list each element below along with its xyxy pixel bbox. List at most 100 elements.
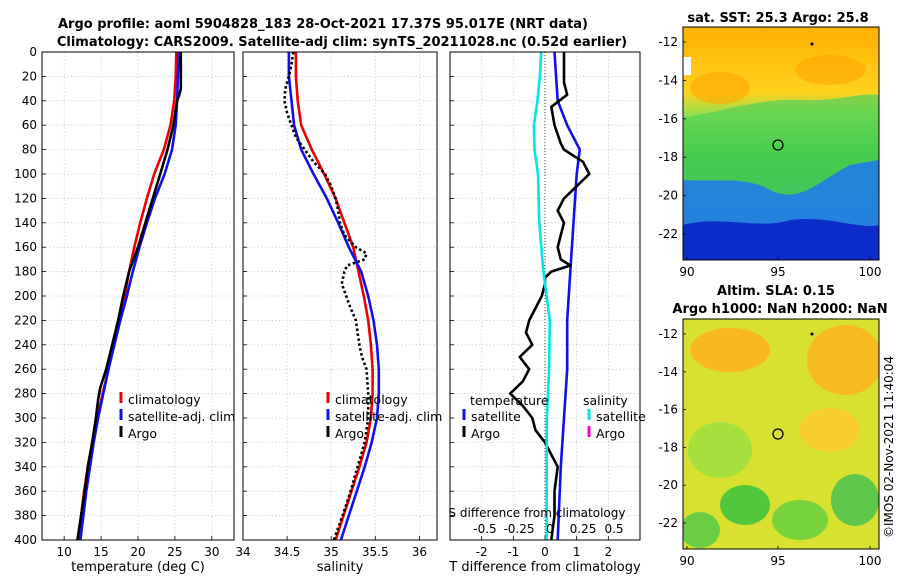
salinity-xlabel: salinity [317, 560, 364, 575]
sst-lat-label: -14 [658, 73, 678, 87]
sst-lat-label: -16 [658, 112, 678, 126]
difference-xlabel: T difference from climatology [448, 560, 641, 575]
depth-tick-label: 300 [14, 411, 37, 425]
salinity-xtick-label: 35 [324, 545, 339, 559]
s-difference-ticks: -0.5 -0.25 0 0.25 0.5 [473, 522, 623, 536]
sst-map-title: sat. SST: 25.3 Argo: 25.8 [687, 11, 868, 26]
difference-frame [449, 51, 641, 541]
salinity-series-satellite-adj-clim [287, 52, 381, 541]
sla-lat-label: -20 [658, 478, 678, 492]
panel-temperature: 0 20 40 60 80 100 120 140 160 180 200 220 240 260 280 3… [14, 45, 235, 575]
depth-tick-label: 360 [14, 484, 37, 498]
panel-salinity: 34 34.5 35 35.5 36 salinity climatology satelli… [235, 51, 442, 575]
difference-series-t-satellite [553, 51, 582, 541]
sla-lon-label: 95 [770, 554, 785, 568]
salinity-legend-label: climatology [335, 392, 408, 407]
sla-lat-label: -18 [658, 440, 678, 454]
sst-lat-label: -22 [658, 227, 678, 241]
depth-tick-label: 100 [14, 167, 37, 181]
difference-xtick-label: -2 [476, 545, 488, 559]
s-difference-tick-label: 0.25 [570, 522, 597, 536]
sst-lat-label: -12 [658, 35, 678, 49]
depth-tick-label: 180 [14, 265, 37, 279]
sla-lon-label: 100 [859, 554, 882, 568]
depth-tick-label: 380 [14, 509, 37, 523]
sla-lat-label: -12 [658, 327, 678, 341]
depth-tick-label: 320 [14, 435, 37, 449]
salinity-frame [242, 51, 438, 541]
sst-map-frame [682, 26, 880, 261]
depth-tick-label: 340 [14, 460, 37, 474]
temperature-xtick-label: 25 [167, 545, 182, 559]
temperature-plot-area [42, 52, 234, 540]
sst-map-ticks: -12 -14 -16 -18 -20 -22 90 95 100 [658, 35, 881, 279]
difference-legend-label: satellite [596, 409, 646, 424]
temperature-series-argo [76, 52, 183, 541]
sla-map-title2: Argo h1000: NaN h2000: NaN [672, 302, 887, 317]
temperature-legend-label: satellite-adj. clim [128, 409, 235, 424]
sst-map: sat. SST: 25.3 Argo: 25.8 -12 -14 -16 -18 -2… [658, 11, 881, 279]
figure-title-line2: Climatology: CARS2009. Satellite-adj cli… [57, 35, 627, 50]
imos-watermark: ©IMOS 02-Nov-2021 11:40:04 [882, 356, 896, 538]
difference-xtick-label: 2 [605, 545, 613, 559]
sst-lon-label: 100 [859, 265, 882, 279]
sst-island-dot [810, 42, 814, 46]
depth-tick-label: 60 [22, 118, 37, 132]
figure-title-line1: Argo profile: aoml 5904828_183 28-Oct-20… [58, 17, 588, 32]
s-difference-label: S difference from climatology [449, 506, 626, 520]
temperature-legend-label: climatology [128, 392, 201, 407]
difference-panel-annotations: S difference from climatology -0.5 -0.25 0… [449, 506, 626, 536]
salinity-plot-area [243, 52, 437, 540]
sla-lat-label: -22 [658, 516, 678, 530]
s-difference-tick-label: -0.25 [503, 522, 534, 536]
sla-map-frame [682, 318, 880, 550]
sla-lat-label: -14 [658, 365, 678, 379]
profile-panels: 0204060801001201401601802002202402602803… [14, 45, 646, 575]
difference-legend-label: satellite [471, 409, 521, 424]
panel-difference: -2 -1 0 1 2T difference from climatology temp… [448, 51, 646, 575]
temperature-frame [41, 51, 235, 541]
difference-legend-salinity-title: salinity [583, 393, 628, 408]
depth-tick-label: 260 [14, 362, 37, 376]
difference-series-s-satellite [532, 51, 552, 540]
salinity-xtick-label: 34.5 [274, 545, 301, 559]
temperature-xtick-label: 30 [204, 545, 219, 559]
depth-tick-label: 40 [22, 94, 37, 108]
sla-map-ticks: -12 -14 -16 -18 -20 -22 90 95 100 [658, 327, 881, 568]
depth-tick-label: 240 [14, 338, 37, 352]
sla-map: Altim. SLA: 0.15 Argo h1000: NaN h2000: … [658, 284, 887, 568]
depth-tick-label: 120 [14, 191, 37, 205]
salinity-xtick-label: 35.5 [362, 545, 389, 559]
salinity-xtick-label: 34 [235, 545, 250, 559]
sst-lat-label: -20 [658, 189, 678, 203]
temperature-xtick-label: 10 [57, 545, 72, 559]
depth-tick-label: 160 [14, 240, 37, 254]
temperature-series-satellite-adj-clim [79, 51, 180, 541]
salinity-series-argo [283, 51, 370, 541]
sst-lon-label: 90 [679, 265, 694, 279]
sst-lat-label: -18 [658, 150, 678, 164]
depth-tick-label: 0 [29, 45, 37, 59]
salinity-xtick-label: 36 [412, 545, 427, 559]
depth-tick-label: 20 [22, 69, 37, 83]
sla-lon-label: 90 [679, 554, 694, 568]
temperature-xlabel: temperature (deg C) [71, 560, 205, 575]
difference-legend-label: Argo [471, 426, 500, 441]
sla-lat-label: -16 [658, 403, 678, 417]
temperature-xtick-label: 20 [130, 545, 145, 559]
sla-map-image [683, 319, 879, 549]
sst-lon-label: 95 [770, 265, 785, 279]
depth-tick-label: 220 [14, 313, 37, 327]
s-difference-tick-label: 0 [546, 522, 554, 536]
difference-xtick-label: 0 [541, 545, 549, 559]
salinity-series-climatology [294, 52, 374, 541]
s-difference-tick-label: 0.5 [604, 522, 623, 536]
temperature-legend-label: Argo [128, 426, 157, 441]
sst-argo-location-marker [772, 139, 784, 151]
salinity-legend-label: satellite-adj. clim [335, 409, 442, 424]
sst-map-image [683, 27, 879, 260]
depth-tick-label: 80 [22, 143, 37, 157]
salinity-legend-label: Argo [335, 426, 364, 441]
sla-map-title1: Altim. SLA: 0.15 [717, 284, 835, 299]
